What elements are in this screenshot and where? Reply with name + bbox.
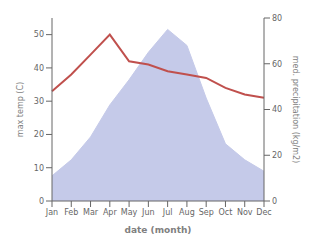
svg-text:Nov: Nov — [237, 208, 253, 217]
svg-text:Aug: Aug — [179, 208, 195, 217]
svg-text:0: 0 — [39, 197, 44, 206]
svg-text:Oct: Oct — [219, 208, 233, 217]
svg-text:0: 0 — [272, 197, 277, 206]
svg-text:Feb: Feb — [64, 208, 78, 217]
svg-text:40: 40 — [272, 105, 282, 114]
svg-text:20: 20 — [34, 130, 44, 139]
svg-text:80: 80 — [272, 14, 282, 23]
svg-text:May: May — [121, 208, 138, 217]
svg-text:Dec: Dec — [256, 208, 271, 217]
svg-text:Jul: Jul — [162, 208, 173, 217]
svg-text:60: 60 — [272, 60, 282, 69]
svg-text:Jan: Jan — [45, 208, 58, 217]
svg-text:50: 50 — [34, 30, 44, 39]
svg-text:40: 40 — [34, 64, 44, 73]
svg-text:med. precipitation (kg/m2): med. precipitation (kg/m2) — [291, 56, 300, 163]
svg-text:Mar: Mar — [83, 208, 99, 217]
svg-text:Jun: Jun — [141, 208, 155, 217]
svg-text:Apr: Apr — [103, 208, 118, 217]
svg-text:Sep: Sep — [199, 208, 214, 217]
svg-text:30: 30 — [34, 97, 44, 106]
svg-text:max temp (C): max temp (C) — [16, 82, 25, 137]
svg-text:date (month): date (month) — [125, 225, 192, 235]
svg-text:10: 10 — [34, 164, 44, 173]
svg-text:20: 20 — [272, 151, 282, 160]
